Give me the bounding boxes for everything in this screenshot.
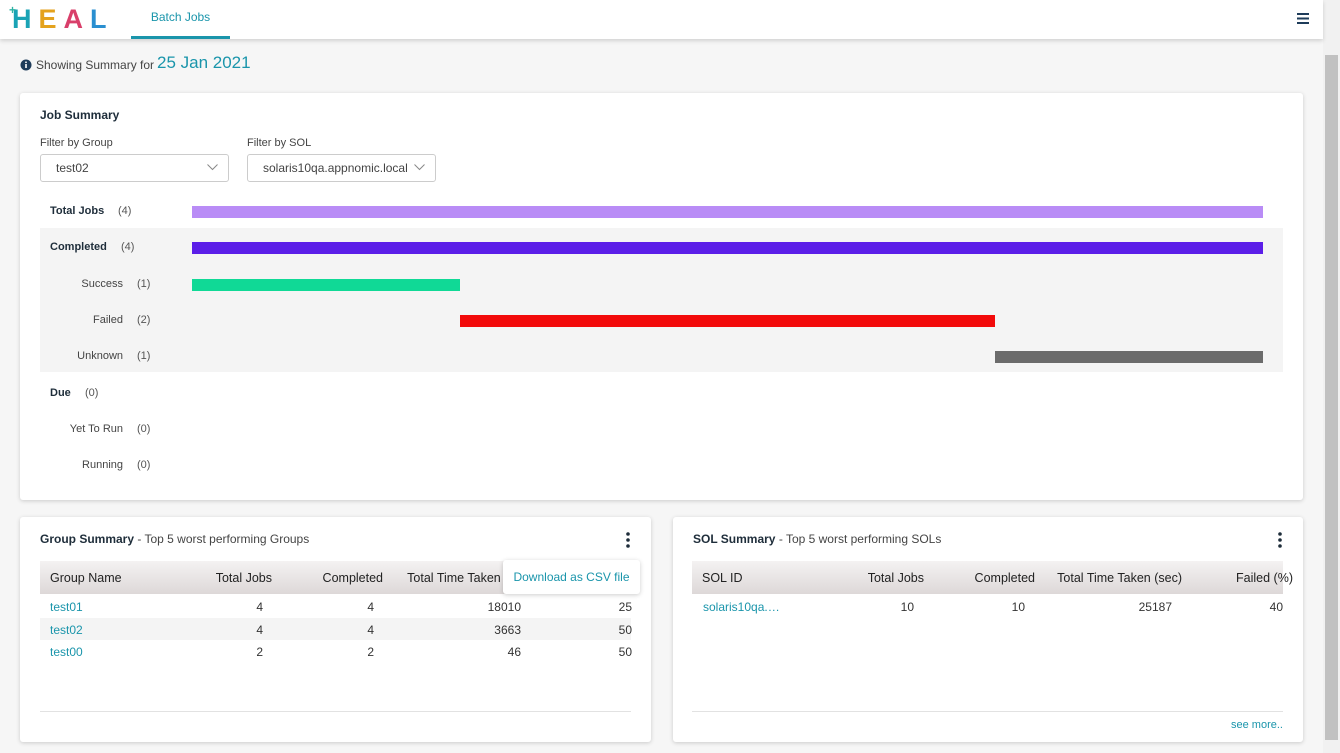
card-subtitle: - Top 5 worst performing Groups <box>137 532 310 546</box>
job-bar <box>459 314 996 327</box>
sol-summary-card: SOL Summary - Top 5 worst performing SOL… <box>673 517 1303 742</box>
table-header: SOL ID Total Jobs Completed Total Time Take… <box>692 561 1293 594</box>
csv-download[interactable]: Download as CSV file <box>503 560 640 594</box>
row-count: (0) <box>137 422 151 435</box>
column-header: Failed (%) <box>1236 571 1293 585</box>
cell-value: 2 <box>256 645 263 659</box>
row-label: Failed <box>93 313 123 326</box>
filter-label: Filter by SOL <box>247 137 312 149</box>
summary-date: 25 Jan 2021 <box>157 53 251 72</box>
info-icon <box>20 59 32 71</box>
tab-underline <box>131 36 230 39</box>
row-count: (4) <box>118 205 132 217</box>
row-label: Completed <box>50 241 107 254</box>
row-count: (0) <box>85 386 99 399</box>
column-header: Total Jobs <box>867 571 924 585</box>
cell-value: 4 <box>256 600 263 614</box>
row-name: test01 <box>50 600 83 614</box>
row-label: Unknown <box>77 350 123 363</box>
job-bar <box>995 351 1263 364</box>
filter-label: Filter by Group <box>40 137 113 149</box>
logo[interactable]: HEAL <box>12 4 114 34</box>
row-label: Due <box>50 386 71 399</box>
tab[interactable]: Batch Jobs <box>150 10 211 24</box>
card-title: SOL Summary <box>693 532 776 546</box>
row-name: test02 <box>50 622 83 637</box>
cell-value: 25 <box>618 600 632 614</box>
column-header: Total Jobs <box>215 571 272 585</box>
logo-plus: + <box>9 3 17 17</box>
card-heading: Group Summary - Top 5 worst performing G… <box>40 532 309 546</box>
card-heading: SOL Summary - Top 5 worst performing SOL… <box>693 532 941 546</box>
row-label: Yet To Run <box>69 422 123 435</box>
cell-value: 46 <box>507 645 521 659</box>
filter-value: solaris10qa.appnomic.local <box>263 161 408 175</box>
row-label: Success <box>81 277 123 290</box>
row-name: test00 <box>50 645 83 659</box>
job-bar <box>192 278 460 291</box>
row-count: (4) <box>121 241 135 254</box>
row-count: (1) <box>137 277 151 290</box>
column-header: Group Name <box>50 571 122 585</box>
summary-prefix: Showing Summary for <box>36 58 155 72</box>
filter-select[interactable]: test02 <box>40 154 229 182</box>
row-count: (1) <box>137 350 151 363</box>
cell-value: 3663 <box>494 622 521 637</box>
divider <box>692 711 1283 712</box>
filter-value: test02 <box>56 161 89 175</box>
row-band <box>40 618 631 640</box>
cell-value: 50 <box>618 645 632 659</box>
divider <box>40 711 631 712</box>
top-nav: HEAL + Batch Jobs <box>0 0 1323 39</box>
job-summary-card: Job Summary Filter by Group test02 Filte… <box>20 93 1303 500</box>
cell-value: 4 <box>367 600 374 614</box>
kebab-menu[interactable] <box>626 532 630 548</box>
cell-value: 10 <box>900 600 914 614</box>
row-label: Total Jobs <box>50 205 105 217</box>
kebab-menu[interactable] <box>1278 532 1282 548</box>
see-more[interactable]: see more.. <box>1231 719 1283 731</box>
scrollbar[interactable] <box>1323 0 1340 753</box>
menu-icon[interactable] <box>1297 13 1309 24</box>
cell-value: 40 <box>1269 600 1283 614</box>
row-count: (2) <box>137 313 151 326</box>
column-header: Completed <box>974 571 1035 585</box>
job-bar <box>192 206 1263 218</box>
cell-value: 2 <box>367 645 374 659</box>
card-title: Group Summary <box>40 532 135 546</box>
job-bar <box>192 242 1263 255</box>
column-header: Completed <box>322 571 383 585</box>
cell-value: 4 <box>256 622 263 637</box>
row-count: (0) <box>137 459 151 472</box>
cell-value: 4 <box>367 622 374 637</box>
card-title: Job Summary <box>40 108 120 122</box>
card-subtitle: - Top 5 worst performing SOLs <box>778 532 942 546</box>
column-header: SOL ID <box>702 571 743 585</box>
group-summary-card: Group Summary - Top 5 worst performing G… <box>20 517 651 742</box>
column-header: Total Time Taken (sec) <box>1057 571 1182 585</box>
row-name: solaris10qa.… <box>703 600 780 614</box>
column-header: Total Time Taken (sec) <box>407 571 532 585</box>
cell-value: 50 <box>618 622 632 637</box>
filter-select[interactable]: solaris10qa.appnomic.local <box>247 154 436 182</box>
cell-value: 10 <box>1011 600 1025 614</box>
row-label: Running <box>82 459 123 472</box>
cell-value: 18010 <box>487 600 521 614</box>
cell-value: 25187 <box>1138 600 1172 614</box>
